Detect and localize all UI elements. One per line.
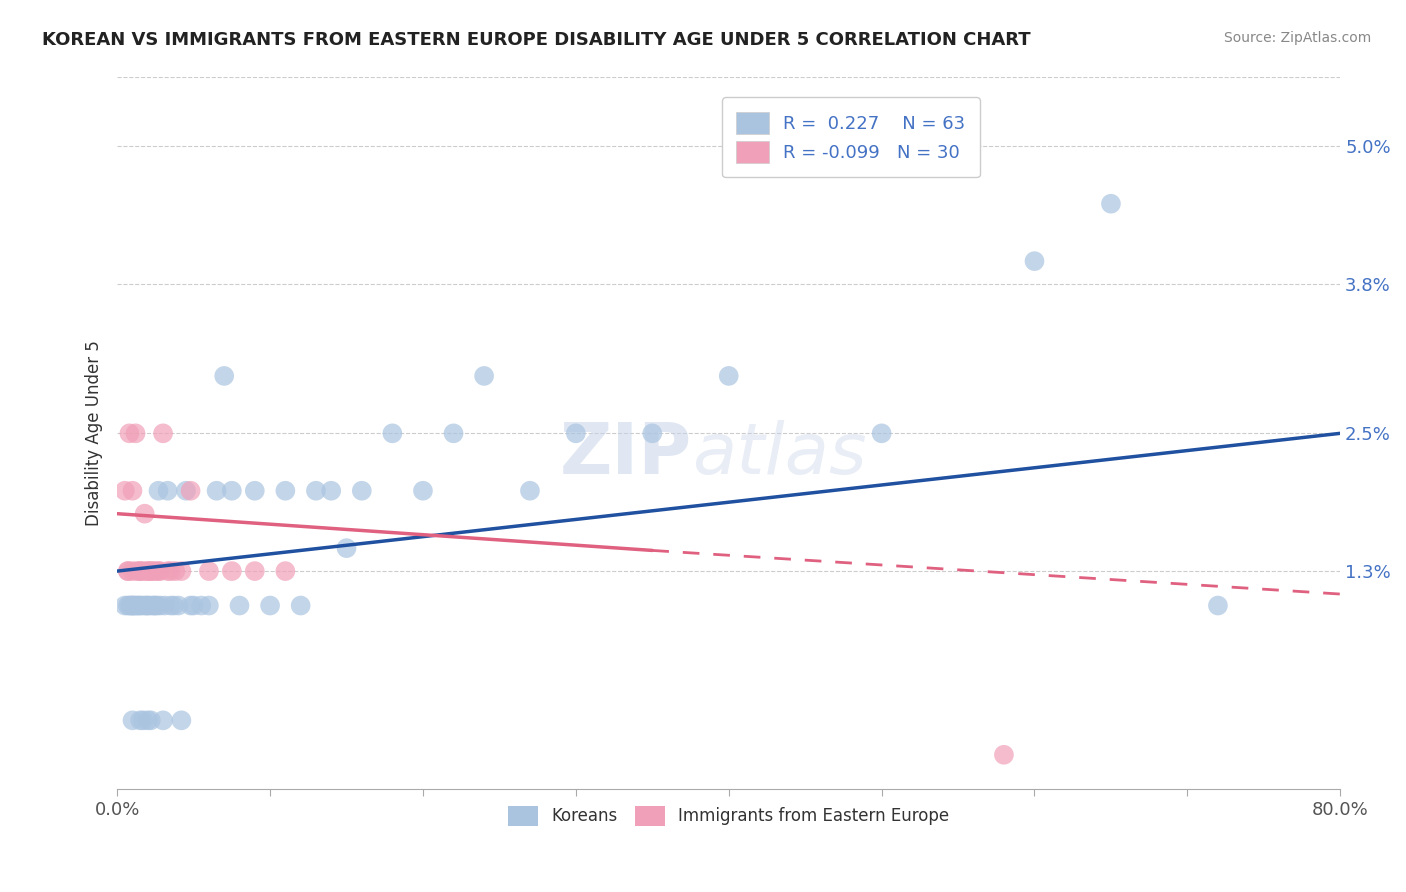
Point [1206,599,1229,613]
Point [114,483,136,498]
Point [124,426,146,441]
Point [472,368,495,383]
Point [141,564,163,578]
Point [170,564,193,578]
Point [129,564,152,578]
Point [381,426,404,441]
Point [221,564,243,578]
Point [121,599,143,613]
Text: Source: ZipAtlas.com: Source: ZipAtlas.com [1223,31,1371,45]
Point [117,599,139,613]
Point [1024,254,1046,268]
Point [180,483,202,498]
Point [138,599,160,613]
Text: ZIP: ZIP [560,420,692,489]
Point [274,483,297,498]
Point [335,541,357,555]
Point [117,564,139,578]
Point [139,564,162,578]
Point [641,426,664,441]
Point [870,426,893,441]
Point [121,564,143,578]
Point [118,426,141,441]
Point [136,599,159,613]
Point [159,599,181,613]
Point [153,599,176,613]
Point [120,599,142,613]
Point [519,483,541,498]
Point [170,714,193,728]
Point [290,599,312,613]
Point [274,564,297,578]
Point [174,483,197,498]
Point [132,714,155,728]
Point [136,564,159,578]
Point [198,599,221,613]
Point [145,564,167,578]
Point [221,483,243,498]
Point [125,564,148,578]
Legend: Koreans, Immigrants from Eastern Europe: Koreans, Immigrants from Eastern Europe [501,797,957,834]
Point [190,599,212,613]
Point [152,714,174,728]
Point [321,483,343,498]
Point [443,426,465,441]
Point [198,564,221,578]
Point [121,714,143,728]
Point [134,507,156,521]
Point [167,599,190,613]
Point [139,714,162,728]
Point [121,599,143,613]
Point [114,599,136,613]
Point [118,599,141,613]
Text: atlas: atlas [692,420,866,489]
Point [228,599,250,613]
Point [146,599,169,613]
Point [243,564,266,578]
Point [305,483,328,498]
Point [129,714,152,728]
Y-axis label: Disability Age Under 5: Disability Age Under 5 [86,341,103,526]
Point [125,599,148,613]
Point [149,599,172,613]
Point [412,483,434,498]
Point [183,599,205,613]
Point [148,483,170,498]
Point [131,599,153,613]
Point [565,426,588,441]
Point [128,599,150,613]
Point [149,564,172,578]
Point [156,564,179,578]
Point [148,564,170,578]
Point [205,483,228,498]
Point [121,483,143,498]
Point [136,714,159,728]
Point [129,564,152,578]
Point [180,599,202,613]
Point [122,599,145,613]
Point [993,747,1015,762]
Point [134,599,156,613]
Point [159,564,181,578]
Point [129,599,152,613]
Point [165,564,187,578]
Point [141,599,163,613]
Point [124,599,146,613]
Point [243,483,266,498]
Point [145,599,167,613]
Point [142,599,165,613]
Point [163,599,186,613]
Point [117,564,139,578]
Point [156,483,179,498]
Point [136,564,159,578]
Point [350,483,373,498]
Point [1099,196,1122,211]
Text: KOREAN VS IMMIGRANTS FROM EASTERN EUROPE DISABILITY AGE UNDER 5 CORRELATION CHAR: KOREAN VS IMMIGRANTS FROM EASTERN EUROPE… [42,31,1031,49]
Point [132,564,155,578]
Point [259,599,281,613]
Point [135,599,157,613]
Point [212,368,235,383]
Point [717,368,740,383]
Point [152,426,174,441]
